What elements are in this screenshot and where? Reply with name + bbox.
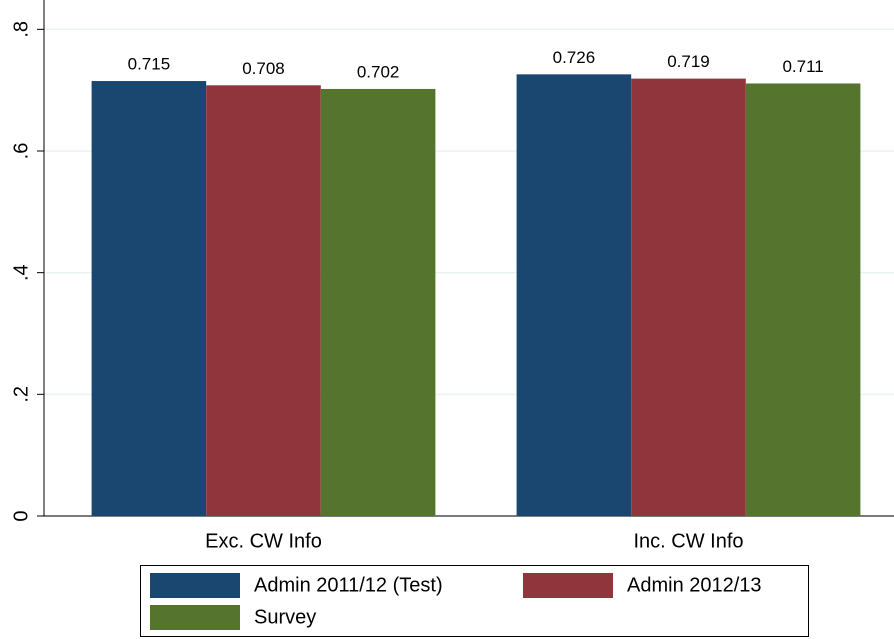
legend-swatch — [150, 573, 240, 598]
y-tick-label: .4 — [10, 264, 32, 281]
bar — [206, 85, 321, 517]
x-tick-label: Exc. CW Info — [205, 530, 322, 552]
value-label: 0.702 — [357, 62, 400, 81]
bar — [631, 78, 746, 516]
x-tick-label: Inc. CW Info — [633, 530, 743, 552]
value-label: 0.726 — [553, 48, 596, 67]
legend-label: Survey — [254, 606, 316, 628]
bar — [516, 74, 632, 516]
value-label: 0.711 — [782, 57, 823, 76]
y-tick-label: 0 — [10, 510, 32, 521]
legend-label: Admin 2012/13 — [627, 574, 762, 596]
value-label: 0.715 — [128, 55, 171, 74]
y-tick-label: .8 — [10, 21, 32, 38]
legend-swatch — [150, 605, 240, 630]
legend-box — [140, 565, 809, 637]
bar — [320, 88, 436, 516]
value-label: 0.708 — [242, 59, 285, 78]
value-label: 0.719 — [667, 52, 710, 71]
y-tick-label: .6 — [10, 143, 32, 160]
y-tick-label: .2 — [10, 386, 32, 403]
bar — [745, 83, 861, 516]
legend-label: Admin 2011/12 (Test) — [254, 574, 443, 596]
bar — [91, 81, 207, 517]
legend-swatch — [523, 573, 613, 598]
